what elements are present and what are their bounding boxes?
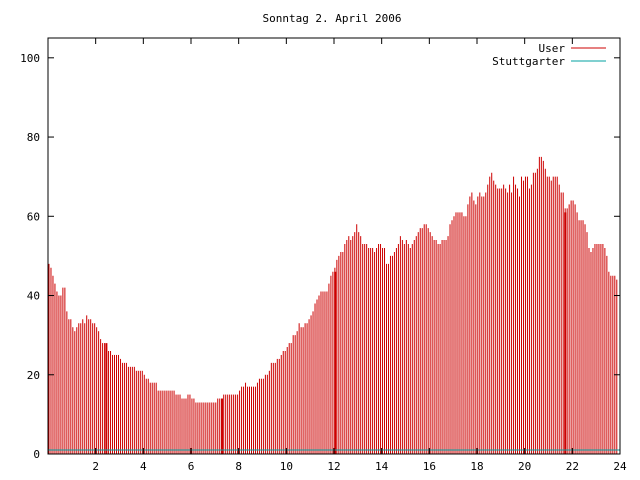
x-tick-label: 8: [235, 460, 242, 473]
y-tick-label: 20: [27, 369, 40, 382]
y-tick-label: 40: [27, 290, 40, 303]
legend-label-user: User: [539, 42, 566, 55]
bars-layer: [48, 156, 618, 454]
legend: User Stuttgarter: [492, 42, 606, 68]
x-tick-label: 12: [327, 460, 340, 473]
x-tick-label: 6: [188, 460, 195, 473]
x-tick-label: 2: [92, 460, 99, 473]
x-tick-label: 22: [566, 460, 579, 473]
plot-frame: [47, 37, 621, 455]
y-tick-label: 0: [33, 448, 40, 461]
x-axis: 2 4 6 8 10 12 14 16 18 20 22 24: [92, 38, 627, 473]
y-tick-label: 100: [20, 52, 40, 65]
x-tick-label: 4: [140, 460, 147, 473]
y-tick-label: 80: [27, 131, 40, 144]
x-tick-label: 18: [470, 460, 483, 473]
chart-title: Sonntag 2. April 2006: [262, 12, 401, 25]
x-tick-label: 20: [518, 460, 531, 473]
x-tick-label: 14: [375, 460, 389, 473]
y-axis: 0 20 40 60 80 100: [20, 52, 620, 461]
y-tick-label: 60: [27, 210, 40, 223]
x-tick-label: 10: [280, 460, 293, 473]
legend-label-stuttgarter: Stuttgarter: [492, 55, 565, 68]
x-tick-label: 16: [423, 460, 436, 473]
x-tick-label: 24: [613, 460, 627, 473]
